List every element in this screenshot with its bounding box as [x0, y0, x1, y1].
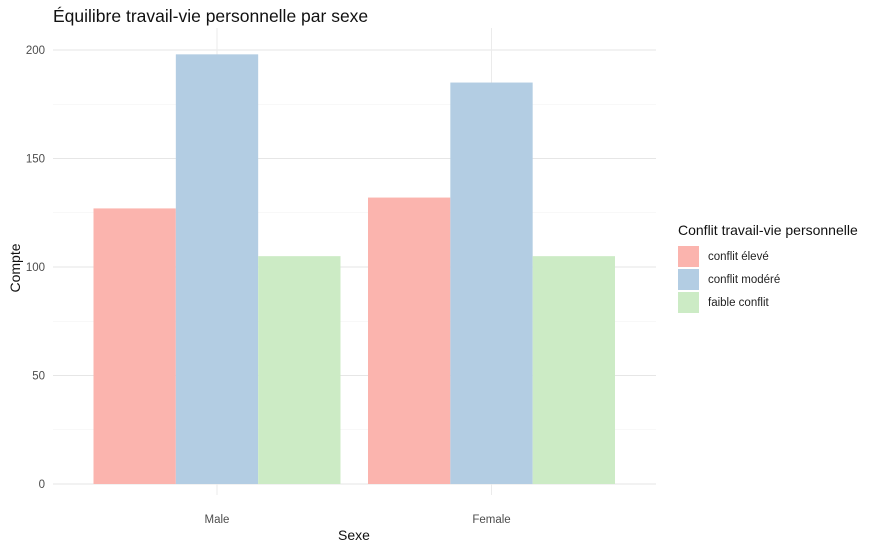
y-tick-label: 150: [26, 154, 45, 166]
bar: [532, 256, 615, 484]
legend-swatch: [678, 292, 699, 313]
y-axis-title: Compte: [7, 243, 23, 292]
y-tick-label: 50: [32, 371, 45, 383]
bar: [368, 197, 451, 484]
bar: [175, 54, 259, 485]
x-tick-label: Male: [205, 514, 230, 526]
y-tick-label: 100: [26, 262, 45, 274]
chart-title: Équilibre travail-vie personnelle par se…: [53, 6, 369, 26]
legend-swatch: [678, 269, 699, 290]
legend-item: conflit élevé: [678, 245, 858, 268]
legend-label: conflit modéré: [708, 273, 781, 286]
bar: [450, 82, 533, 485]
bars: [93, 54, 615, 485]
bar: [258, 256, 341, 484]
x-axis-title: Sexe: [338, 527, 370, 543]
legend-items: conflit élevé conflit modéré faible confli…: [678, 245, 858, 314]
y-axis-ticks: 0 50 100 150 200: [26, 45, 45, 491]
x-axis-ticks: Male Female: [205, 514, 511, 526]
legend-item: faible conflit: [678, 291, 858, 314]
legend-title: Conflit travail-vie personnelle: [678, 222, 858, 238]
y-tick-label: 200: [26, 45, 45, 57]
legend-swatch: [678, 246, 699, 267]
x-tick-label: Female: [472, 514, 510, 526]
bar: [93, 208, 176, 484]
legend-label: conflit élevé: [708, 250, 769, 263]
legend: Conflit travail-vie personnelle conflit …: [678, 222, 858, 314]
legend-item: conflit modéré: [678, 268, 858, 291]
y-tick-label: 0: [39, 479, 45, 491]
legend-label: faible conflit: [708, 296, 769, 309]
